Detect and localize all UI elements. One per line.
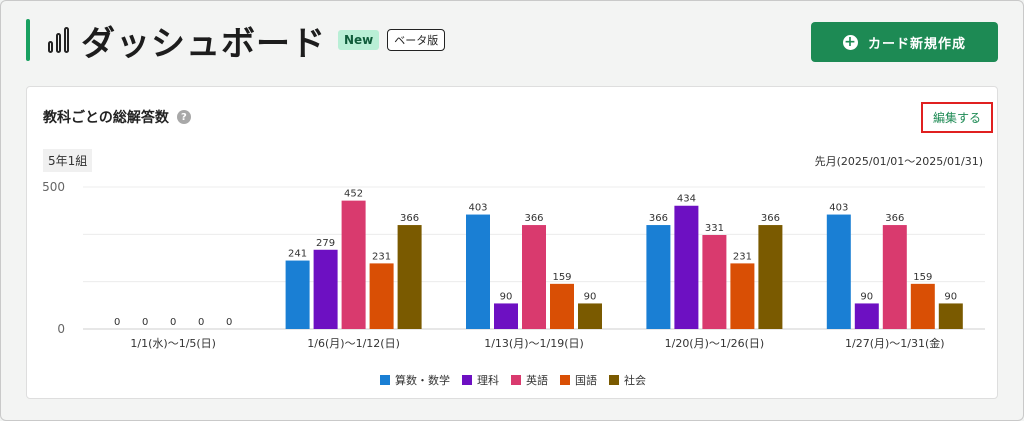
chart-bar <box>702 234 727 329</box>
chart-bar <box>285 260 310 329</box>
legend-swatch <box>511 375 521 385</box>
bar-value-label: 0 <box>142 317 148 328</box>
bar-value-label: 403 <box>468 203 487 214</box>
chart-bar <box>646 225 671 329</box>
bar-value-label: 0 <box>226 317 232 328</box>
legend-swatch <box>462 375 472 385</box>
bar-value-label: 241 <box>288 249 307 260</box>
beta-badge: ベータ版 <box>387 29 446 51</box>
card-title-text: 教科ごとの総解答数 <box>43 110 169 126</box>
create-card-label: カード新規作成 <box>867 36 966 52</box>
legend-swatch <box>609 375 619 385</box>
chart-bar <box>674 205 699 329</box>
bar-value-label: 279 <box>316 238 335 249</box>
bar-value-label: 366 <box>524 213 543 224</box>
legend-item[interactable]: 算数・数学 <box>380 372 450 388</box>
legend-item[interactable]: 英語 <box>511 372 548 388</box>
bar-value-label: 403 <box>829 203 848 214</box>
edit-link[interactable]: 編集する <box>921 102 993 133</box>
chart-bar <box>910 283 935 329</box>
bar-value-label: 231 <box>733 251 752 262</box>
help-icon[interactable]: ? <box>176 110 191 124</box>
plus-circle-icon: + <box>842 34 858 50</box>
bar-value-label: 366 <box>400 213 419 224</box>
bar-value-label: 366 <box>885 213 904 224</box>
bar-value-label: 159 <box>913 272 932 283</box>
x-category-label: 1/1(水)〜1/5(日) <box>130 337 216 350</box>
chart-bar <box>854 303 879 329</box>
legend-label: 社会 <box>624 374 646 387</box>
bar-value-label: 331 <box>705 223 724 234</box>
create-card-button[interactable]: + カード新規作成 <box>811 22 998 62</box>
chart-bar <box>938 303 963 329</box>
new-badge: New <box>338 30 380 50</box>
subject-answers-card: 教科ごとの総解答数 ? 編集する 5年1組 先月(2025/01/01〜2025… <box>26 86 998 399</box>
bar-value-label: 366 <box>649 213 668 224</box>
chart-bar <box>369 263 394 329</box>
bar-value-label: 366 <box>761 213 780 224</box>
chart-bar <box>730 263 755 329</box>
bar-chart-icon <box>48 27 69 53</box>
legend-label: 理科 <box>477 374 499 387</box>
bar-value-label: 90 <box>860 291 873 302</box>
class-tag: 5年1組 <box>43 149 93 172</box>
x-category-label: 1/6(月)〜1/12(日) <box>307 337 400 350</box>
chart-bar <box>466 214 490 329</box>
chart-bar <box>826 214 851 329</box>
page-title: ダッシュボード <box>81 23 326 64</box>
accent-bar <box>26 19 30 61</box>
bar-value-label: 0 <box>198 317 204 328</box>
legend-swatch <box>560 375 570 385</box>
chart-legend: 算数・数学 理科 英語 国語 社会 <box>27 372 999 388</box>
bar-value-label: 90 <box>944 291 957 302</box>
chart-bar <box>882 225 907 329</box>
y-tick-label: 0 <box>57 322 65 336</box>
chart-bar <box>522 225 546 329</box>
chart-bar <box>397 225 422 329</box>
bar-value-label: 159 <box>552 272 571 283</box>
legend-item[interactable]: 理科 <box>462 372 499 388</box>
legend-label: 英語 <box>526 374 548 387</box>
legend-item[interactable]: 社会 <box>609 372 646 388</box>
chart-bar <box>341 200 366 329</box>
bar-value-label: 90 <box>584 291 597 302</box>
bar-value-label: 434 <box>677 194 696 205</box>
bar-value-label: 0 <box>170 317 176 328</box>
legend-label: 国語 <box>575 374 597 387</box>
bar-chart: 0 500 0 0 0 0 0 1/1(水)〜1/5(日) 241 279 452 231 366 1/6… <box>42 180 985 350</box>
chart-bar <box>494 303 518 329</box>
x-category-label: 1/13(月)〜1/19(日) <box>484 337 584 350</box>
chart-bar <box>758 225 783 329</box>
legend-item[interactable]: 国語 <box>560 372 597 388</box>
bar-value-label: 452 <box>344 189 363 200</box>
bar-value-label: 231 <box>372 251 391 262</box>
card-title: 教科ごとの総解答数 ? <box>43 107 191 127</box>
chart-bar <box>550 283 574 329</box>
page-header: ダッシュボード New ベータ版 <box>26 18 446 64</box>
period-label: 先月(2025/01/01〜2025/01/31) <box>814 155 983 168</box>
legend-swatch <box>380 375 390 385</box>
x-category-label: 1/20(月)〜1/26(日) <box>665 337 765 350</box>
y-tick-label: 500 <box>42 180 65 194</box>
bar-value-label: 90 <box>500 291 513 302</box>
x-category-label: 1/27(月)〜1/31(金) <box>845 336 945 350</box>
chart-bar <box>313 249 338 329</box>
bar-value-label: 0 <box>114 317 120 328</box>
chart-bar <box>578 303 602 329</box>
legend-label: 算数・数学 <box>395 374 450 387</box>
